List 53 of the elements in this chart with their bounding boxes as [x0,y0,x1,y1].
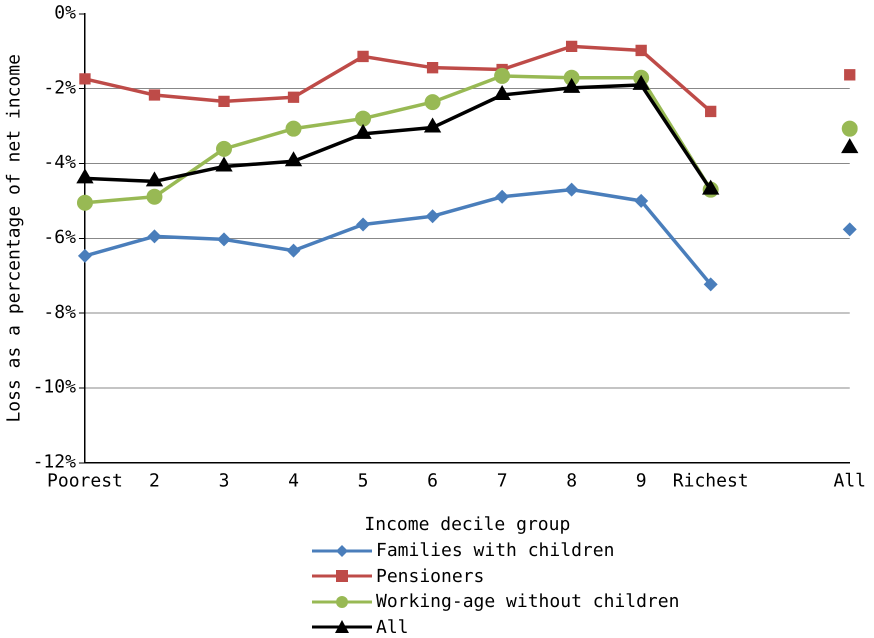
point [842,222,857,236]
point [636,44,647,56]
point [357,50,369,62]
point [355,110,372,127]
y-tick-label: 0% [54,2,76,24]
x-tick-label: Richest [672,470,749,492]
x-tick-label: 7 [496,470,508,492]
y-axis-title: Loss as a percentage of net income [3,54,24,423]
legend-label: Working-age without children [376,590,680,614]
x-tick-label: 6 [427,470,438,492]
x-tick-label: Poorest [47,470,123,492]
point [494,68,510,84]
point [634,194,648,208]
point [842,120,858,137]
point [288,92,300,103]
point [216,140,232,157]
x-axis-title: Income decile group [364,514,570,535]
point [78,248,92,263]
point [146,188,162,205]
y-tick-label: -10% [32,376,76,398]
point [286,244,301,258]
x-tick-label: 8 [566,470,578,492]
y-tick-label: -8% [43,302,76,323]
x-tick-label: 2 [149,470,160,492]
x-tick-label: All [833,470,866,492]
y-tick-label: -4% [43,152,76,174]
point [147,229,162,244]
point [217,232,231,246]
legend-label: Families with children [376,539,614,563]
point [844,69,856,80]
point [495,190,510,204]
point [79,73,91,85]
x-tick-label: 9 [636,470,647,492]
point [148,89,160,101]
point [218,96,230,108]
point [356,217,370,232]
point [564,182,579,197]
x-tick-label: 3 [218,470,230,492]
point [426,209,440,224]
y-tick-label: -2% [43,77,76,98]
x-tick-label: 5 [358,470,368,492]
point [286,120,302,137]
point [76,194,93,211]
legend-label: Pensioners [376,564,484,588]
point [705,106,716,118]
legend-label: All [376,616,409,638]
point [424,94,441,110]
y-tick-label: -12% [32,451,76,472]
x-tick-label: 4 [288,470,299,492]
point [566,40,578,52]
point [704,277,718,292]
y-tick-label: -6% [43,226,76,248]
point [426,62,438,74]
